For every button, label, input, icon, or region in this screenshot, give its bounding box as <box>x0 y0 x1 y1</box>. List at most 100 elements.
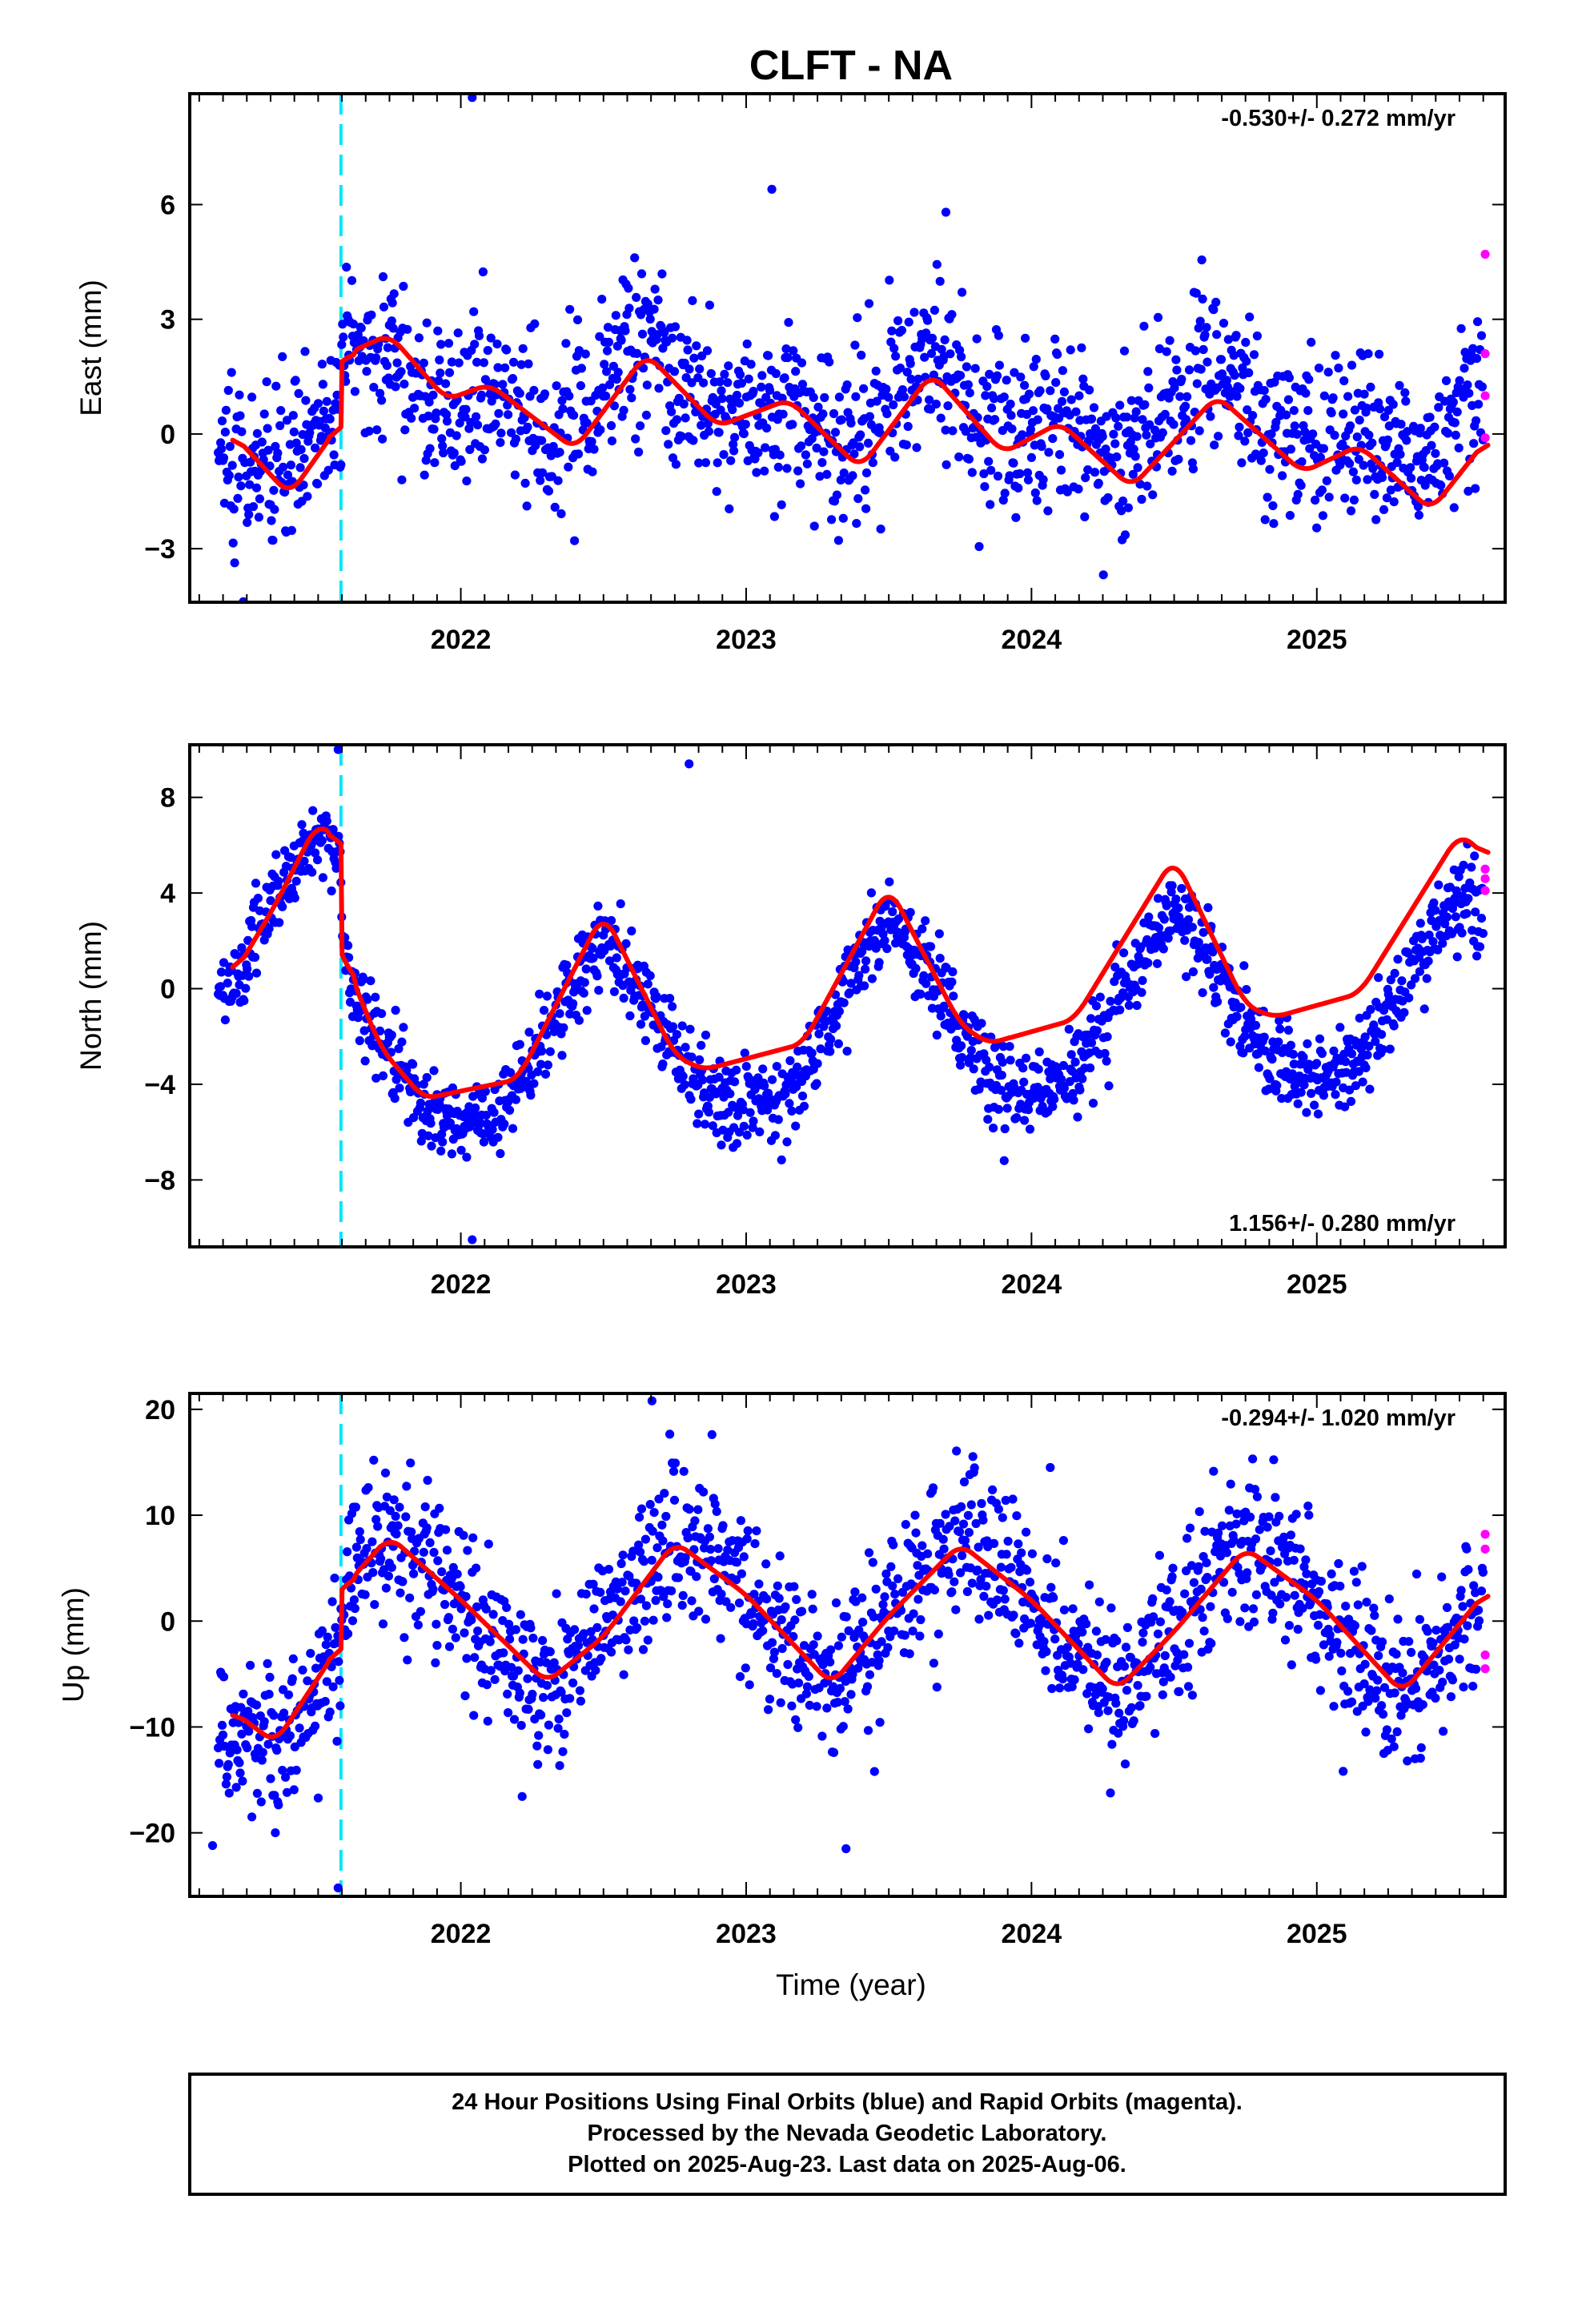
up-final-point-1532 <box>1476 1586 1487 1596</box>
east-final-point-1493 <box>1452 407 1462 416</box>
up-final-point-1406 <box>1372 1686 1382 1695</box>
east-final-point-1504 <box>1463 380 1472 390</box>
up-final-point-1011 <box>1049 1593 1058 1602</box>
east-final-point-656 <box>760 466 769 476</box>
east-final-point-132 <box>322 396 331 406</box>
north-final-point-391 <box>540 1069 551 1079</box>
east-final-point-1320 <box>1311 495 1320 505</box>
up-final-point-587 <box>699 1487 709 1497</box>
east-final-point-265 <box>437 434 447 444</box>
north-final-point-97 <box>297 820 307 830</box>
up-final-point-679 <box>775 1551 785 1561</box>
east-final-point-567 <box>689 353 699 363</box>
north-final-point-1246 <box>1253 1049 1263 1059</box>
up-final-point-715 <box>804 1671 813 1681</box>
up-final-point-1181 <box>1187 1691 1197 1700</box>
east-final-point-384 <box>538 468 548 477</box>
north-final-point-1167 <box>1187 923 1197 932</box>
up-final-point-1295 <box>1281 1593 1291 1602</box>
up-final-point-1192 <box>1196 1584 1206 1594</box>
east-final-point-1518 <box>1474 400 1484 409</box>
east-final-point-340 <box>500 363 510 372</box>
north-final-point-334 <box>493 1132 503 1142</box>
east-final-point-861 <box>927 333 938 343</box>
up-final-point-896 <box>956 1568 966 1578</box>
up-final-point-630 <box>735 1672 745 1682</box>
east-final-point-1415 <box>1388 400 1398 409</box>
up-final-point-1226 <box>1226 1479 1235 1489</box>
up-final-point-822 <box>893 1574 903 1583</box>
up-final-point-1421 <box>1384 1594 1394 1604</box>
up-final-point-89 <box>285 1731 295 1741</box>
east-final-point-18 <box>227 460 237 470</box>
east-final-point-458 <box>603 346 612 356</box>
north-final-point-46 <box>253 894 263 903</box>
up-final-point-61 <box>263 1739 273 1749</box>
east-final-point-1219 <box>1223 335 1233 344</box>
east-final-point-374 <box>529 385 539 396</box>
east-final-point-463 <box>607 436 617 446</box>
up-final-point-667 <box>765 1663 776 1673</box>
east-final-point-701 <box>797 441 806 451</box>
up-final-point-1212 <box>1214 1528 1223 1538</box>
east-final-point-1293 <box>1286 444 1295 454</box>
east-final-point-1037 <box>1071 407 1081 416</box>
east-final-point-1516 <box>1472 354 1482 364</box>
up-final-point-795 <box>871 1584 881 1594</box>
up-final-point-658 <box>758 1626 768 1635</box>
up-final-point-74 <box>274 1800 283 1810</box>
east-final-point-956 <box>1006 411 1016 420</box>
north-final-point-1028 <box>1068 1088 1078 1099</box>
up-final-point-848 <box>916 1614 926 1625</box>
up-final-point-1089 <box>1111 1699 1121 1708</box>
east-final-point-259 <box>432 408 441 418</box>
north-final-point-593 <box>708 1121 717 1131</box>
north-final-point-1428 <box>1404 993 1414 1003</box>
up-final-point-508 <box>635 1513 644 1522</box>
up-final-point-1174 <box>1182 1534 1192 1543</box>
east-final-point-522 <box>654 384 664 393</box>
east-final-point-151 <box>338 320 347 329</box>
up-final-point-550 <box>669 1466 679 1476</box>
east-xtick-label-2024: 2024 <box>1002 625 1062 655</box>
east-final-point-1514 <box>1471 484 1480 493</box>
east-final-point-604 <box>719 450 729 460</box>
east-final-point-1412 <box>1386 485 1395 495</box>
east-final-point-1142 <box>1160 409 1170 419</box>
up-final-point-232 <box>406 1458 416 1468</box>
east-final-point-603 <box>717 394 727 404</box>
up-final-point-1237 <box>1235 1617 1245 1626</box>
up-final-point-1037 <box>1070 1675 1079 1685</box>
up-final-point-814 <box>886 1562 896 1571</box>
north-final-point-121 <box>317 836 327 846</box>
east-final-point-931 <box>985 369 994 379</box>
up-final-point-850 <box>917 1541 927 1550</box>
north-final-point-902 <box>959 1011 970 1020</box>
up-final-point-288 <box>451 1633 460 1642</box>
north-final-point-1381 <box>1364 1041 1374 1051</box>
east-final-point-494 <box>632 292 641 302</box>
up-final-point-309 <box>468 1533 478 1542</box>
up-final-point-864 <box>929 1659 938 1668</box>
east-final-point-925 <box>980 482 990 492</box>
up-final-point-665 <box>764 1705 773 1715</box>
east-final-point-1083 <box>1109 429 1118 439</box>
up-final-point-1332 <box>1311 1655 1321 1664</box>
up-final-point-804 <box>878 1600 888 1610</box>
north-final-point-970 <box>1018 1063 1028 1073</box>
east-final-point-425 <box>573 449 584 459</box>
up-final-point-144 <box>332 1736 342 1746</box>
east-final-point-625 <box>735 370 745 380</box>
east-final-point-58 <box>262 377 271 387</box>
up-final-point-1462 <box>1418 1700 1427 1710</box>
north-y-axis-label: North (mm) <box>74 921 107 1071</box>
east-final-point-926 <box>981 391 990 400</box>
up-final-point-1025 <box>1059 1605 1069 1614</box>
up-final-point-172 <box>355 1527 364 1537</box>
east-final-point-684 <box>782 464 792 473</box>
east-final-point-636 <box>744 374 753 384</box>
east-final-point-582 <box>701 458 711 468</box>
east-final-point-1282 <box>1278 471 1287 480</box>
up-final-point-738 <box>825 1657 835 1667</box>
east-final-point-1204 <box>1211 297 1221 307</box>
